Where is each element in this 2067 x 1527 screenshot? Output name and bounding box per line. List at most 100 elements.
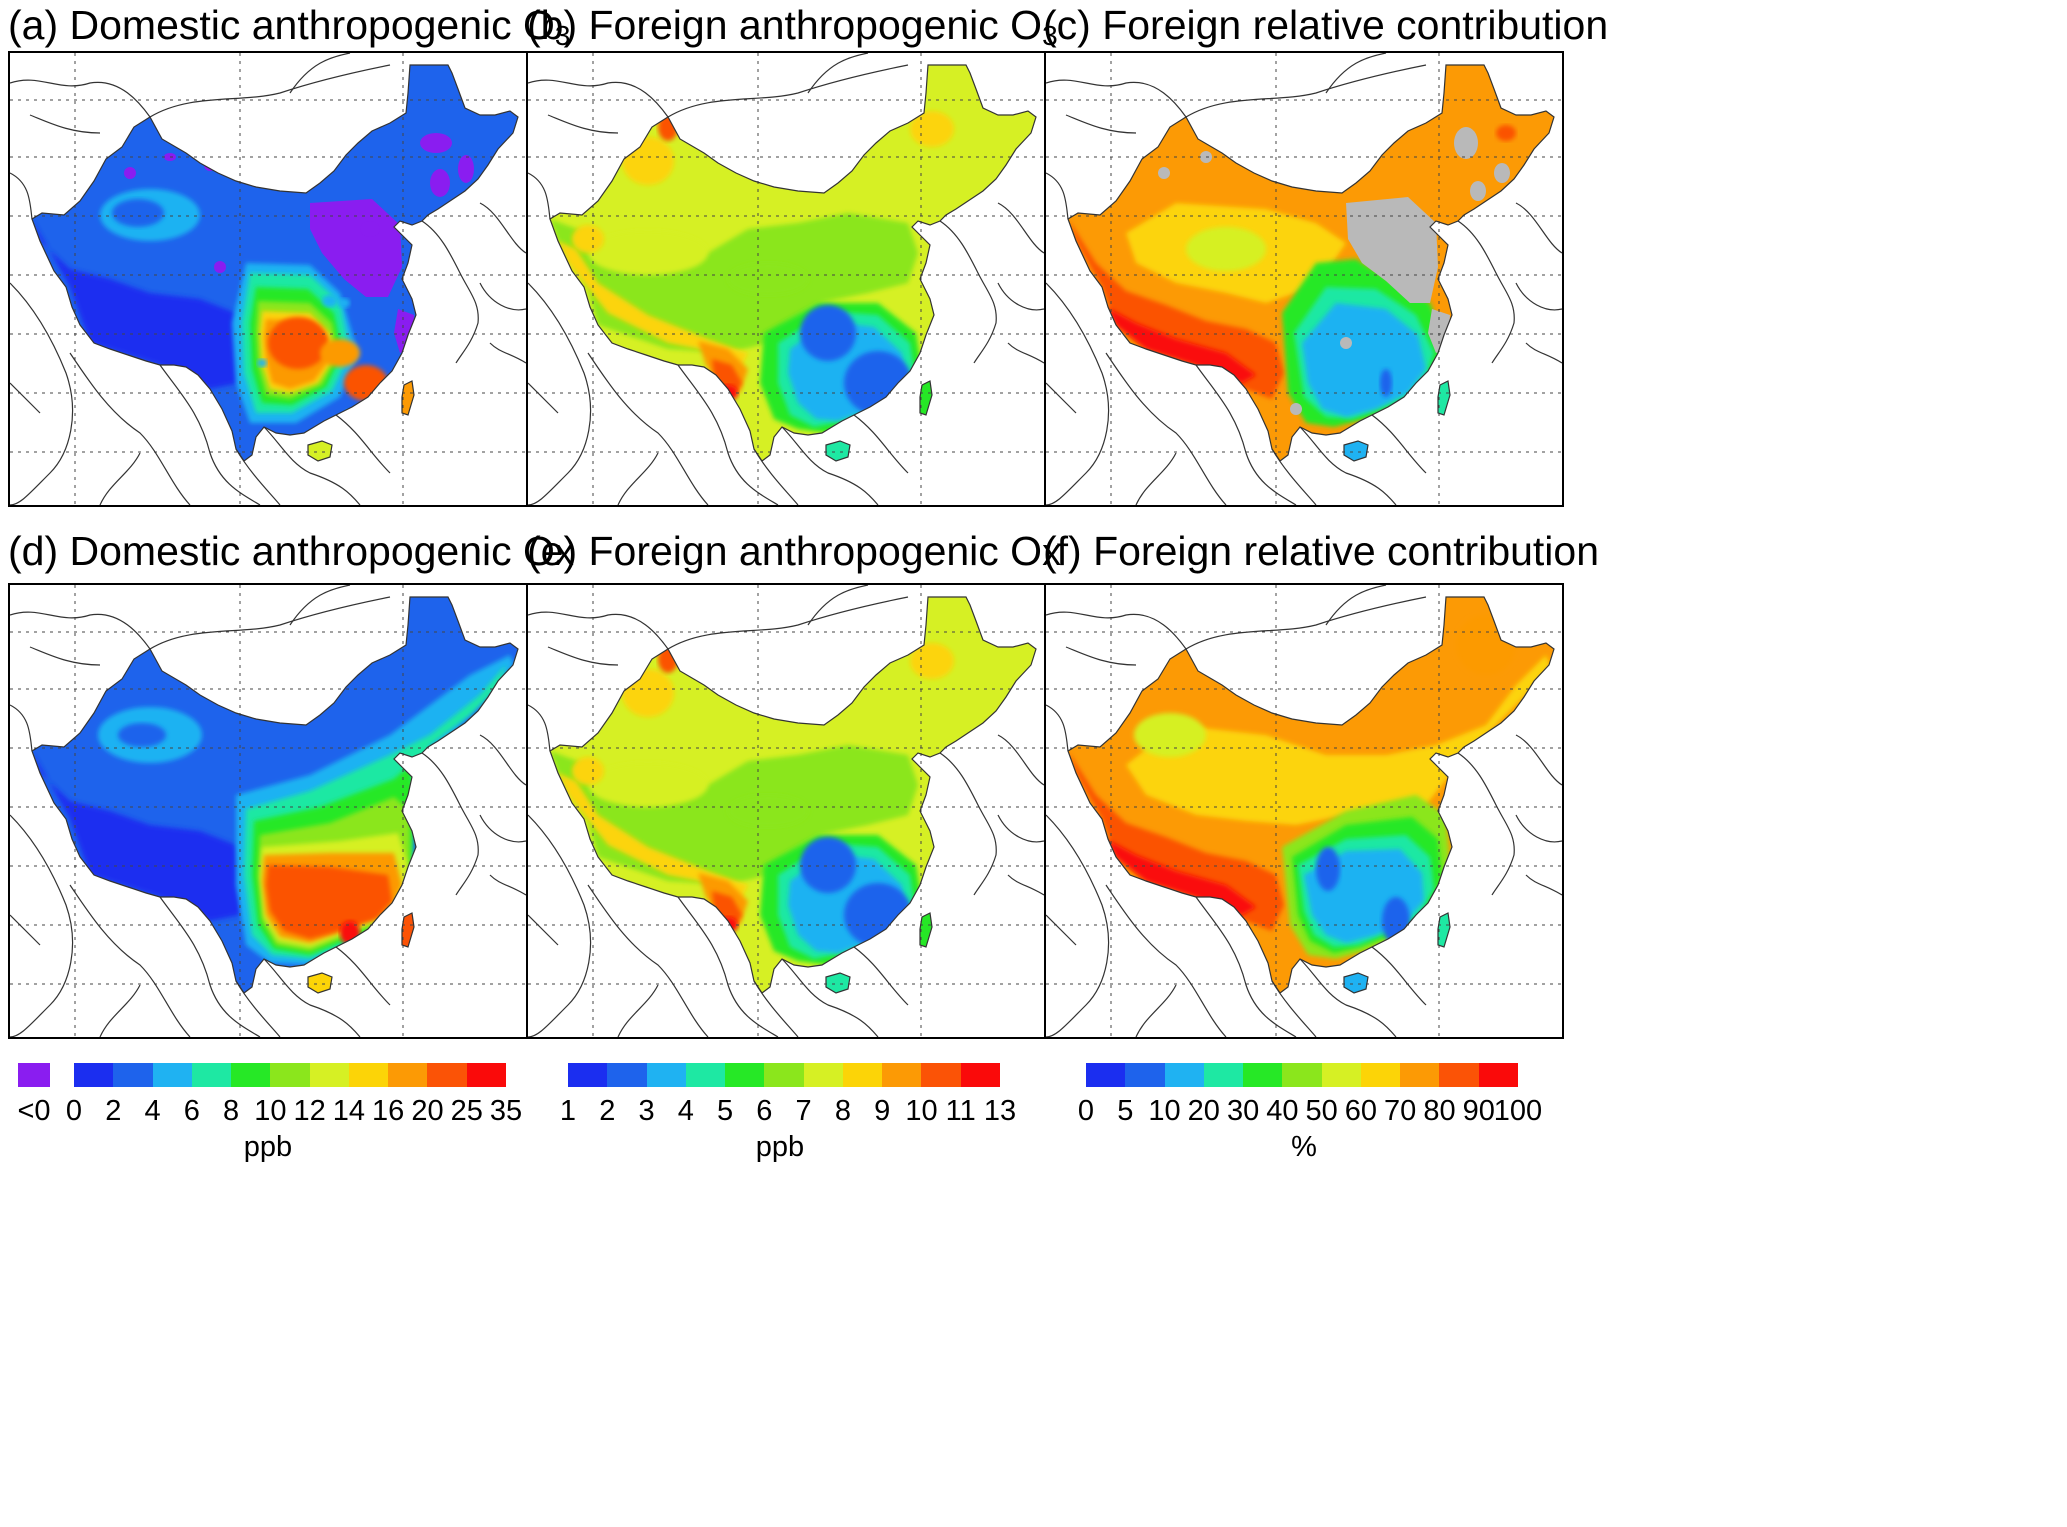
map-panel-e	[526, 583, 1046, 1039]
coastline	[587, 352, 709, 505]
coastline	[853, 414, 909, 474]
contour-region	[112, 199, 164, 227]
colorbar-tick-label: 40	[1266, 1095, 1299, 1127]
colorbar-tick-label: 3	[638, 1095, 655, 1127]
coastline	[547, 646, 619, 666]
contour-region	[558, 241, 748, 373]
contour-region	[214, 261, 226, 273]
coastline	[1046, 914, 1077, 946]
colorbar-negative-swatch	[18, 1063, 50, 1087]
contour-region	[1158, 167, 1170, 179]
colorbar-swatch	[427, 1063, 467, 1087]
graticule	[10, 53, 526, 505]
colorbar-swatch	[113, 1063, 153, 1087]
colorbar-swatch	[568, 1063, 608, 1087]
coastline	[29, 646, 101, 666]
china-border	[549, 596, 1037, 994]
contour-region	[1106, 839, 1256, 915]
coastline	[1371, 414, 1427, 474]
contour-region	[826, 441, 850, 461]
coastline	[69, 884, 191, 1037]
contour-region	[572, 225, 604, 253]
hainan-border	[825, 440, 851, 462]
contour-region	[1344, 973, 1368, 993]
colorbar-tick-label: 70	[1384, 1095, 1417, 1127]
contour-region	[1106, 307, 1256, 383]
colorbar-tick-label: 12	[293, 1095, 326, 1127]
contour-region	[1186, 227, 1266, 271]
coastline	[1046, 282, 1110, 505]
contour-region	[844, 883, 912, 947]
colorbar-tick-label: 10	[1148, 1095, 1181, 1127]
coastline	[997, 734, 1044, 786]
coastline	[1065, 114, 1137, 134]
coastline	[10, 611, 151, 650]
colorbar-foreign-unit: ppb	[755, 1131, 805, 1163]
contour-region	[266, 865, 392, 939]
concentration-field	[550, 597, 1036, 993]
colorbar-tick-label: 2	[105, 1095, 122, 1127]
coastline	[807, 585, 869, 626]
contour-region	[402, 381, 414, 415]
coastline	[1046, 611, 1187, 650]
colorbar-tick-label: 10	[254, 1095, 287, 1127]
coastlines	[10, 53, 526, 505]
contour-region	[308, 973, 332, 993]
contour-region	[346, 409, 354, 417]
coastline	[159, 364, 261, 505]
colorbar-swatch	[1086, 1063, 1126, 1087]
contour-region	[320, 339, 360, 367]
coastline	[1007, 874, 1044, 896]
coastline	[1299, 426, 1397, 505]
coastline	[1325, 53, 1387, 94]
contour-region	[728, 263, 808, 295]
coastline	[1325, 585, 1387, 626]
colorbar-domestic-unit: ppb	[243, 1131, 293, 1163]
coastline	[528, 282, 592, 505]
contour-region	[1340, 337, 1352, 349]
colorbar-swatch	[1243, 1063, 1283, 1087]
taiwan-border	[1437, 380, 1451, 416]
coastline	[1135, 452, 1177, 505]
contour-region	[360, 221, 380, 237]
coastline	[807, 53, 869, 94]
coastline	[335, 414, 391, 474]
contour-region	[1134, 713, 1206, 757]
coastline	[10, 914, 41, 946]
coastlines	[10, 585, 526, 1037]
contour-region	[844, 351, 912, 415]
colorbar-tick-label: 4	[144, 1095, 161, 1127]
colorbar-tick-label: 6	[756, 1095, 773, 1127]
contour-region	[1068, 219, 1284, 399]
contour-region	[308, 441, 332, 461]
colorbar-swatch	[960, 1063, 1000, 1087]
contour-region	[124, 167, 136, 179]
contour-region	[1380, 369, 1392, 397]
china-border	[1067, 64, 1555, 462]
china-border	[549, 64, 1037, 462]
coastline	[677, 896, 779, 1037]
coastline	[479, 282, 526, 311]
colorbar-tick-label: 20	[1187, 1095, 1220, 1127]
coastline	[781, 958, 879, 1037]
colorbar-swatch	[842, 1063, 883, 1087]
coastline	[528, 611, 669, 650]
coastline	[528, 382, 559, 414]
china-border	[1067, 596, 1555, 994]
contour-region	[402, 913, 414, 947]
colorbar-tick-label: 35	[489, 1095, 523, 1127]
graticule	[1046, 53, 1562, 505]
contour-region	[1456, 615, 1516, 675]
coastline	[421, 752, 479, 896]
colorbar-swatch	[191, 1063, 232, 1087]
contour-region	[910, 111, 954, 147]
china-border	[31, 64, 519, 462]
contour-region	[1290, 403, 1302, 415]
contour-region	[728, 795, 808, 827]
colorbar-tick-label: 20	[411, 1095, 444, 1127]
colorbar-tick-label: 11	[945, 1095, 976, 1127]
coastline	[421, 220, 479, 364]
contour-region	[1496, 125, 1516, 141]
coastline	[528, 814, 592, 1037]
contour-region	[1126, 655, 1550, 825]
